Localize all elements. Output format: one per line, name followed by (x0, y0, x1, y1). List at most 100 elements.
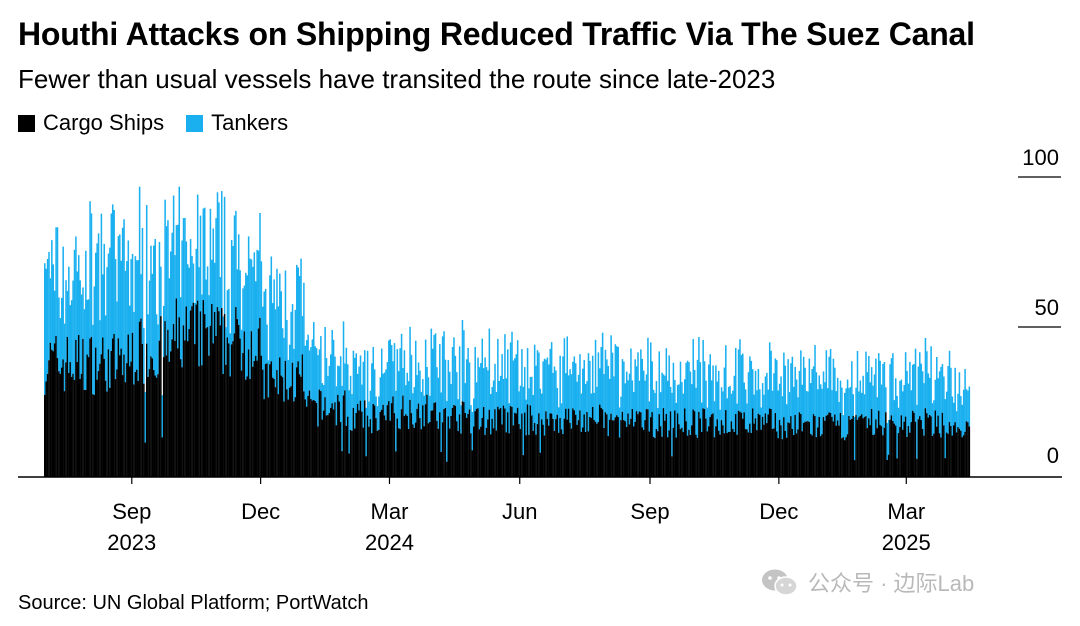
bar-cargo (308, 390, 311, 477)
bar-cargo (106, 391, 108, 477)
bar-tankers (395, 390, 397, 452)
bar-cargo (45, 381, 47, 477)
bar-tankers (576, 381, 578, 425)
bar-cargo (955, 432, 958, 477)
bar-cargo (961, 437, 964, 477)
bar-cargo (685, 421, 687, 477)
bar-tankers (386, 362, 389, 406)
bar-cargo (155, 377, 158, 477)
bar-cargo (383, 415, 386, 477)
bar-tankers (628, 373, 631, 425)
bar-cargo (633, 426, 635, 477)
bar-tankers (583, 360, 585, 415)
bar-tankers (273, 279, 275, 379)
bar-tankers (454, 355, 457, 406)
bar-tankers (119, 234, 121, 356)
bar-tankers (495, 392, 498, 431)
bar-tankers (914, 348, 917, 422)
bar-tankers (464, 383, 467, 413)
bar-tankers (253, 252, 256, 361)
legend-item-tankers[interactable]: Tankers (186, 110, 288, 136)
bar-tankers (477, 357, 479, 409)
bar-tankers (635, 366, 638, 412)
bar-tankers (161, 395, 164, 438)
bar-tankers (296, 264, 298, 368)
bar-tankers (48, 252, 50, 361)
bar-tankers (130, 259, 132, 362)
bar-tankers (237, 234, 240, 325)
bar-cargo (488, 409, 491, 477)
bar-tankers (546, 357, 549, 419)
bar-tankers (894, 378, 897, 426)
bar-cargo (192, 302, 195, 477)
bar-tankers (426, 366, 428, 395)
bar-tankers (473, 398, 475, 427)
bar-cargo (279, 357, 281, 477)
bar-cargo (263, 399, 265, 477)
bar-tankers (757, 368, 760, 414)
bar-tankers (330, 354, 332, 408)
bar-cargo (563, 418, 566, 477)
bar-tankers (573, 356, 576, 411)
bar-tankers (79, 280, 81, 379)
bar-cargo (916, 458, 918, 477)
bar-tankers (304, 345, 307, 400)
bar-tankers (712, 365, 714, 414)
bar-cargo (634, 421, 636, 477)
bar-cargo (87, 357, 90, 477)
bar-cargo (516, 407, 519, 477)
bar-cargo (962, 435, 965, 477)
bar-cargo (380, 409, 383, 477)
bar-cargo (892, 420, 894, 477)
bar-cargo (117, 338, 120, 477)
bar-cargo (164, 321, 166, 477)
bar-cargo (725, 410, 727, 477)
bar-cargo (218, 311, 220, 477)
bar-cargo (641, 427, 644, 477)
bar-tankers (157, 324, 159, 375)
bar-tankers (279, 273, 281, 358)
bar-cargo (86, 354, 89, 477)
bar-cargo (812, 414, 815, 477)
bar-cargo (570, 428, 573, 477)
bar-tankers (941, 363, 944, 413)
bar-cargo (499, 408, 502, 477)
bar-tankers (807, 391, 809, 422)
bar-cargo (464, 412, 467, 477)
bar-tankers (805, 390, 808, 422)
bar-cargo (463, 402, 465, 477)
bar-tankers (431, 348, 434, 411)
bar-cargo (845, 437, 847, 477)
bar-cargo (330, 407, 332, 477)
bar-cargo (465, 417, 468, 477)
bar-tankers (834, 367, 836, 415)
bar-tankers (45, 268, 47, 382)
bar-tankers (826, 388, 829, 415)
bar-cargo (158, 340, 161, 477)
bar-tankers (120, 260, 122, 349)
bar-cargo (131, 332, 134, 477)
bar-cargo (521, 413, 523, 477)
bar-tankers (504, 334, 506, 409)
bar-cargo (594, 421, 597, 477)
bar-cargo (443, 409, 445, 477)
bar-tankers (531, 376, 533, 416)
bar-cargo (742, 418, 744, 477)
bar-cargo (815, 437, 818, 477)
bar-cargo (620, 420, 622, 477)
bar-tankers (625, 371, 628, 427)
y-axis: 0 50 100 (18, 145, 1062, 478)
bar-tankers (412, 393, 414, 425)
bar-cargo (768, 408, 771, 477)
bar-cargo (953, 425, 955, 477)
legend-item-cargo[interactable]: Cargo Ships (18, 110, 164, 136)
bar-cargo (344, 390, 346, 477)
bar-tankers (49, 278, 52, 343)
bar-cargo (600, 407, 602, 477)
bar-tankers (264, 288, 267, 365)
bar-tankers (843, 392, 846, 441)
bar-tankers (168, 278, 171, 362)
bar-cargo (872, 435, 874, 477)
bar-cargo (324, 397, 326, 477)
bar-tankers (283, 337, 285, 402)
